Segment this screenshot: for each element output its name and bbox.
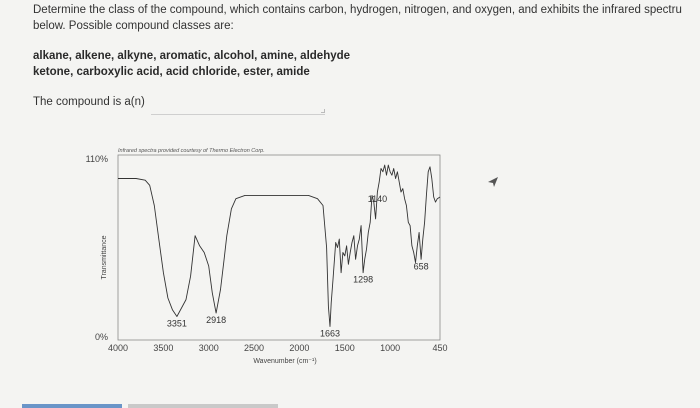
ir-spectrum-svg: Infrared spectra provided courtesy of Th… xyxy=(86,148,448,365)
x-tick-label: 4000 xyxy=(108,343,128,353)
compound-class-line-1: alkane, alkene, alkyne, aromatic, alcoho… xyxy=(33,50,351,62)
question-line-1: Determine the class of the compound, whi… xyxy=(33,4,682,16)
x-tick-label: 450 xyxy=(432,343,447,353)
answer-label: The compound is a(n) xyxy=(33,96,145,108)
peak-label: 1663 xyxy=(320,329,340,339)
compound-class-list: alkane, alkene, alkyne, aromatic, alcoho… xyxy=(33,48,350,80)
ir-spectrum-chart: Infrared spectra provided courtesy of Th… xyxy=(0,140,700,380)
question-line-2: below. Possible compound classes are: xyxy=(33,20,234,32)
answer-row: The compound is a(n) xyxy=(33,96,325,115)
x-axis-label: Wavenumber (cm⁻¹) xyxy=(253,358,316,365)
peak-label: 1298 xyxy=(353,275,373,285)
y-tick-label: 110% xyxy=(86,154,108,164)
y-tick-label: 0% xyxy=(95,332,108,342)
spectrum-series xyxy=(118,164,441,327)
peak-label: 1140 xyxy=(368,194,387,204)
y-tick-labels: 110% 0% xyxy=(86,154,108,342)
answer-input[interactable] xyxy=(150,96,325,115)
bottom-bar-segment-active xyxy=(22,404,122,408)
x-tick-label: 2000 xyxy=(289,343,309,353)
spectrum-line xyxy=(118,164,441,327)
x-tick-label: 3000 xyxy=(199,343,219,353)
resize-handle-icon xyxy=(320,109,325,113)
x-tick-labels: 4000 3500 3000 2500 2000 1500 1000 450 xyxy=(108,343,448,353)
x-tick-label: 1500 xyxy=(335,343,355,353)
x-tick-label: 3500 xyxy=(153,343,173,353)
chart-credit: Infrared spectra provided courtesy of Th… xyxy=(118,148,265,154)
peak-label: 2918 xyxy=(206,315,226,325)
plot-frame xyxy=(117,154,441,341)
peak-annotations: 3351 2918 1663 1298 1140 658 xyxy=(167,194,429,339)
x-tick-label: 1000 xyxy=(380,343,400,353)
compound-class-line-2: ketone, carboxylic acid, acid chloride, … xyxy=(33,66,310,78)
peak-label: 658 xyxy=(414,261,429,271)
x-tick-label: 2500 xyxy=(244,343,264,353)
y-axis-label: Transmittance xyxy=(101,235,108,279)
peak-label: 3351 xyxy=(167,318,187,328)
bottom-bar-segment-inactive xyxy=(128,404,278,408)
mouse-cursor-icon xyxy=(488,177,498,187)
bottom-progress-bar xyxy=(0,402,700,408)
question-text: Determine the class of the compound, whi… xyxy=(33,2,693,34)
